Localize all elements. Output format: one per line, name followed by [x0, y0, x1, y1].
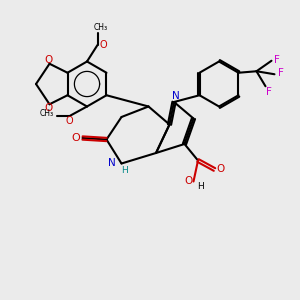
Text: F: F: [278, 68, 284, 78]
Text: N: N: [108, 158, 116, 169]
Text: O: O: [65, 116, 73, 126]
Text: CH₃: CH₃: [39, 110, 54, 118]
Text: F: F: [266, 87, 272, 97]
Text: O: O: [44, 55, 52, 65]
Text: CH₃: CH₃: [93, 23, 108, 32]
Text: O: O: [184, 176, 192, 187]
Text: H: H: [121, 166, 128, 175]
Text: O: O: [216, 164, 225, 175]
Text: O: O: [44, 103, 52, 113]
Text: H: H: [197, 182, 203, 191]
Text: N: N: [172, 91, 179, 101]
Text: O: O: [100, 40, 107, 50]
Text: O: O: [71, 133, 80, 143]
Text: F: F: [274, 55, 280, 65]
